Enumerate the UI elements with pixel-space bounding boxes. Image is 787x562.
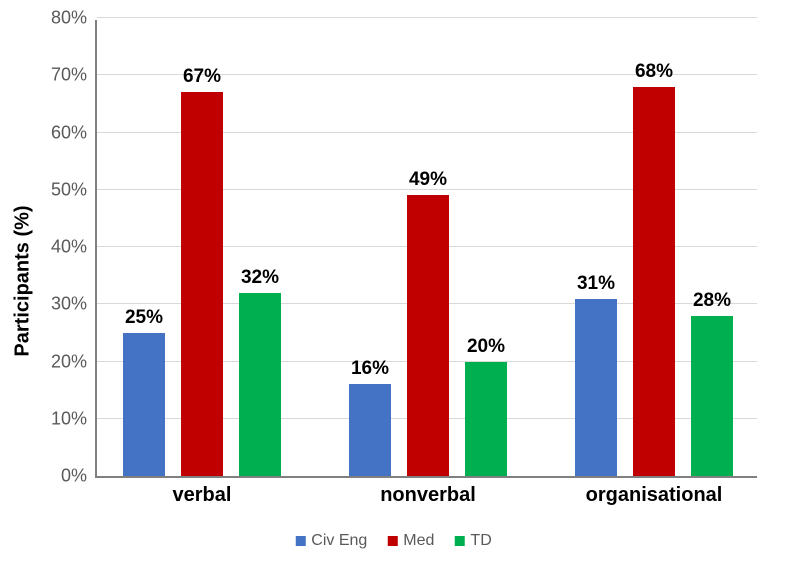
y-tick-label: 60% xyxy=(51,122,87,143)
bar: 32% xyxy=(239,293,281,476)
chart-container: Participants (%) 0% 10% 20% 30% 40% 50% 60% 70%… xyxy=(0,0,787,562)
bar-group: organisational31%68%28% xyxy=(575,20,733,476)
x-category-label: verbal xyxy=(173,484,232,507)
legend-swatch xyxy=(454,536,464,546)
legend-item: Med xyxy=(387,532,434,550)
legend-swatch xyxy=(387,536,397,546)
bar: 25% xyxy=(123,333,165,476)
y-tick-label: 70% xyxy=(51,65,87,86)
legend-item: TD xyxy=(454,532,491,550)
bar: 49% xyxy=(407,195,449,476)
y-tick-label: 50% xyxy=(51,179,87,200)
bar-value-label: 28% xyxy=(693,290,731,312)
bar: 28% xyxy=(691,316,733,476)
legend-item: Civ Eng xyxy=(295,532,367,550)
legend-label: Med xyxy=(403,532,434,550)
bar-value-label: 67% xyxy=(183,66,221,88)
y-tick-label: 40% xyxy=(51,237,87,258)
y-tick-label: 30% xyxy=(51,294,87,315)
bar-group: verbal25%67%32% xyxy=(123,20,281,476)
y-tick-label: 10% xyxy=(51,408,87,429)
x-category-label: organisational xyxy=(586,484,723,507)
bar-value-label: 32% xyxy=(241,267,279,289)
bar-value-label: 16% xyxy=(351,358,389,380)
legend: Civ Eng Med TD xyxy=(295,532,491,550)
y-axis-title: Participants (%) xyxy=(12,205,35,356)
bar: 16% xyxy=(349,384,391,476)
bar: 31% xyxy=(575,299,617,476)
bar: 67% xyxy=(181,92,223,476)
y-tick-label: 80% xyxy=(51,8,87,29)
bar-value-label: 68% xyxy=(635,61,673,83)
bar: 68% xyxy=(633,87,675,476)
legend-label: Civ Eng xyxy=(311,532,367,550)
y-tick-label: 20% xyxy=(51,351,87,372)
bar-value-label: 31% xyxy=(577,273,615,295)
gridline xyxy=(97,17,757,18)
bar-value-label: 49% xyxy=(409,169,447,191)
x-category-label: nonverbal xyxy=(380,484,476,507)
bar-value-label: 20% xyxy=(467,336,505,358)
legend-label: TD xyxy=(470,532,491,550)
plot-area: 0%10%20%30%40%50%60%70%80%verbal25%67%32… xyxy=(95,20,757,478)
bar: 20% xyxy=(465,362,507,477)
bar-value-label: 25% xyxy=(125,307,163,329)
y-tick-label: 0% xyxy=(61,466,87,487)
bar-group: nonverbal16%49%20% xyxy=(349,20,507,476)
legend-swatch xyxy=(295,536,305,546)
